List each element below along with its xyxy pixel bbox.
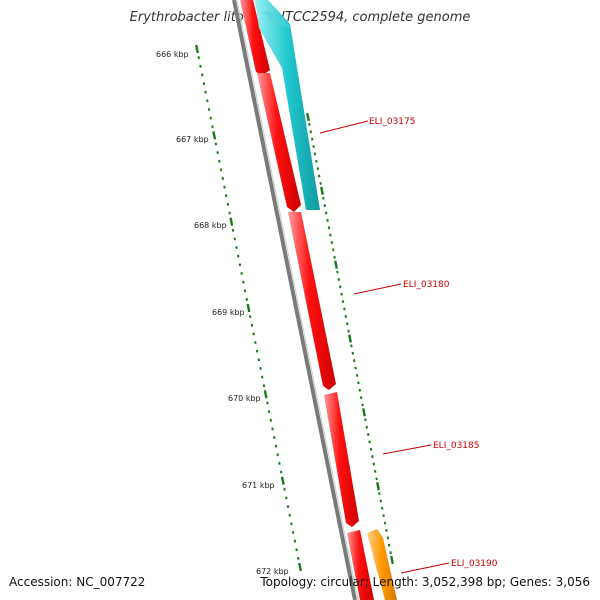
- minor-tick: [223, 185, 226, 189]
- gene-red-3[interactable]: [288, 212, 336, 390]
- scale-label: 667 kbp: [176, 135, 209, 144]
- major-tick: [306, 112, 310, 122]
- leader-line: [319, 120, 369, 134]
- minor-tick: [218, 159, 221, 163]
- accession-text: Accession: NC_007722: [9, 575, 146, 589]
- minor-tick: [209, 116, 212, 120]
- minor-tick: [271, 427, 274, 431]
- minor-tick: [214, 142, 218, 146]
- minor-tick: [231, 228, 235, 232]
- minor-tick: [219, 168, 223, 172]
- major-tick: [320, 186, 324, 195]
- minor-tick: [245, 297, 249, 301]
- minor-tick: [274, 444, 278, 448]
- leader-line: [400, 562, 450, 574]
- minor-tick: [236, 254, 240, 258]
- minor-tick: [297, 556, 300, 560]
- backbone-line: [232, 0, 357, 600]
- minor-tick: [254, 341, 257, 345]
- minor-tick: [197, 56, 200, 60]
- major-tick: [362, 408, 366, 417]
- minor-tick: [276, 453, 279, 457]
- scale-label: 669 kbp: [212, 308, 245, 317]
- minor-tick: [295, 548, 298, 552]
- minor-tick: [242, 280, 245, 284]
- minor-tick: [252, 332, 255, 336]
- minor-tick: [283, 487, 286, 491]
- scale-ticks-right: [306, 112, 394, 565]
- minor-tick: [235, 246, 238, 250]
- minor-tick: [240, 271, 243, 275]
- gene-cyan-1-upper: [262, 12, 292, 28]
- minor-tick: [285, 496, 288, 500]
- gene-red-2[interactable]: [257, 73, 301, 212]
- minor-tick: [279, 470, 283, 474]
- genome-summary-text: Topology: circular; Length: 3,052,398 bp…: [260, 575, 590, 589]
- major-tick: [280, 476, 285, 485]
- minor-tick: [290, 522, 293, 526]
- minor-tick: [216, 151, 219, 155]
- minor-tick: [238, 263, 242, 267]
- minor-tick: [262, 384, 266, 388]
- scale-ticks-left: [195, 44, 302, 572]
- minor-tick: [226, 202, 230, 206]
- gene-label[interactable]: ELI_03175: [369, 117, 416, 127]
- major-tick: [390, 555, 394, 565]
- minor-tick: [255, 349, 259, 353]
- minor-tick: [250, 323, 254, 327]
- minor-tick: [207, 107, 211, 111]
- gene-red-5[interactable]: [347, 530, 374, 600]
- minor-tick: [273, 436, 276, 439]
- map-title: Erythrobacter litoralis HTCC2594, comple…: [129, 10, 471, 25]
- minor-tick: [286, 505, 290, 509]
- backbone-line-light: [236, 0, 359, 600]
- leader-line: [353, 283, 402, 295]
- scale-label: 670 kbp: [228, 394, 261, 403]
- minor-tick: [224, 194, 228, 198]
- minor-tick: [278, 461, 281, 465]
- gene-label[interactable]: ELI_03190: [451, 559, 498, 569]
- major-tick: [376, 482, 380, 491]
- minor-tick: [233, 237, 237, 241]
- minor-tick: [266, 401, 269, 405]
- minor-tick: [204, 90, 207, 94]
- scale-label: 668 kbp: [194, 221, 227, 230]
- minor-tick: [248, 315, 252, 319]
- scale-label: 666 kbp: [156, 50, 189, 59]
- minor-tick: [202, 82, 206, 86]
- minor-tick: [243, 289, 247, 293]
- major-tick: [246, 303, 251, 313]
- scale-label: 671 kbp: [242, 481, 275, 490]
- minor-tick: [269, 418, 273, 422]
- minor-tick: [200, 73, 204, 77]
- leader-line: [382, 444, 432, 455]
- major-tick: [195, 44, 199, 54]
- minor-tick: [211, 125, 214, 129]
- minor-tick: [259, 366, 262, 370]
- minor-tick: [199, 64, 202, 68]
- major-tick: [263, 390, 268, 399]
- minor-tick: [267, 410, 271, 414]
- major-tick: [334, 260, 338, 269]
- minor-tick: [293, 539, 297, 543]
- minor-tick: [291, 530, 295, 534]
- minor-tick: [288, 513, 291, 517]
- minor-tick: [260, 375, 264, 379]
- major-tick: [298, 562, 302, 572]
- gene-red-4[interactable]: [324, 392, 359, 527]
- minor-tick: [221, 177, 224, 180]
- gene-cyan-1[interactable]: [255, 0, 320, 210]
- major-tick: [348, 334, 352, 343]
- major-tick: [229, 217, 234, 226]
- minor-tick: [228, 211, 231, 215]
- gene-red-1[interactable]: [240, 0, 270, 75]
- gene-orange-1[interactable]: [367, 529, 397, 600]
- minor-tick: [257, 358, 261, 362]
- minor-tick: [206, 99, 209, 103]
- gene-label[interactable]: ELI_03180: [403, 280, 450, 290]
- scale-label: 672 kbp: [256, 567, 289, 576]
- major-tick: [212, 131, 217, 140]
- gene-label[interactable]: ELI_03185: [433, 441, 480, 451]
